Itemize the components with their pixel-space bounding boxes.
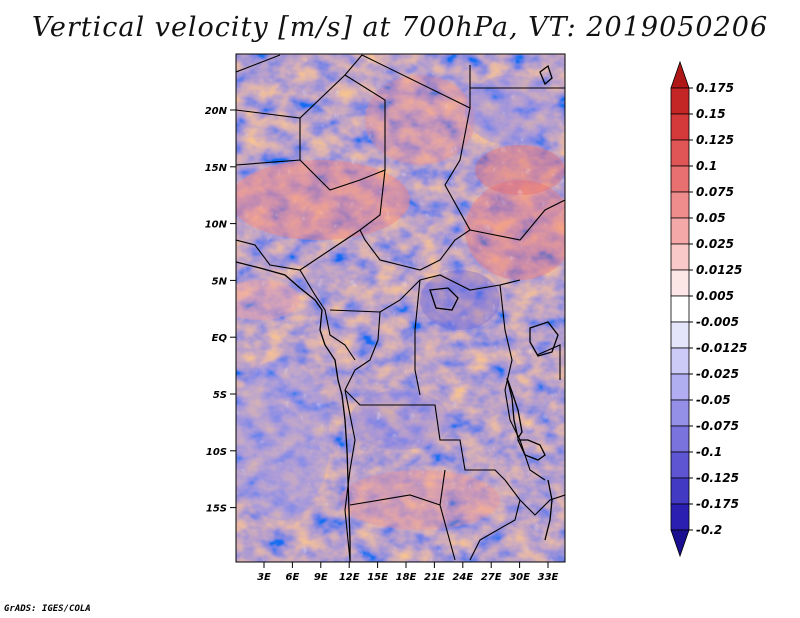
lon-label: 27E <box>481 572 502 583</box>
footer-credit: GrADS: IGES/COLA <box>4 604 91 614</box>
colorbar-label: -0.005 <box>696 315 739 329</box>
colorbar-label: -0.2 <box>696 523 722 537</box>
colorbar-label: -0.125 <box>696 471 739 485</box>
colorbar-label: 0.005 <box>696 289 734 303</box>
colorbar-label: -0.075 <box>696 419 739 433</box>
colorbar-band <box>670 165 690 193</box>
colorbar-label: -0.175 <box>696 497 739 511</box>
colorbar-label: 0.175 <box>696 81 734 95</box>
colorbar-label: 0.125 <box>696 133 734 147</box>
lat-label: 10S <box>206 447 227 458</box>
colorbar-label: 0.05 <box>696 211 726 225</box>
latitude-axis: 20N 15N 10N 5N EQ 5S 10S 15S <box>205 106 236 515</box>
colorbar-label: 0.1 <box>696 159 717 173</box>
lon-label: 33E <box>538 572 559 583</box>
velocity-field <box>236 54 565 562</box>
coastlines <box>236 64 559 562</box>
lon-label: 18E <box>396 572 417 583</box>
colorbar-band <box>670 269 690 297</box>
lon-label: 12E <box>339 572 360 583</box>
colorbar-label: -0.0125 <box>696 341 747 355</box>
colorbar-band <box>670 243 690 271</box>
lon-label: 30E <box>509 572 530 583</box>
lat-label: 10N <box>205 220 228 231</box>
country-borders <box>236 54 565 561</box>
colorbar-band <box>670 399 690 427</box>
colorbar-band <box>670 503 690 531</box>
lat-label: 15S <box>206 504 227 515</box>
lon-label: 15E <box>367 572 388 583</box>
longitude-axis: 3E 6E 9E 12E 15E 18E 21E 24E 27E 30E 33E <box>257 562 559 583</box>
map-frame <box>235 53 566 563</box>
colorbar-band <box>670 60 690 89</box>
lon-label: 21E <box>424 572 445 583</box>
colorbar-band <box>670 139 690 167</box>
colorbar-band <box>670 529 690 558</box>
lon-label: 24E <box>452 572 473 583</box>
colorbar-band <box>670 217 690 245</box>
colorbar-band <box>670 87 690 115</box>
lat-label: 5N <box>212 276 228 287</box>
lat-label: 15N <box>205 163 228 174</box>
colorbar-band <box>670 347 690 375</box>
colorbar-band <box>670 373 690 401</box>
colorbar-band <box>670 477 690 505</box>
lon-label: 3E <box>257 572 271 583</box>
colorbar-band <box>670 295 690 323</box>
colorbar-band <box>670 451 690 479</box>
colorbar-band <box>670 191 690 219</box>
colorbar-band <box>670 321 690 349</box>
colorbar-label: 0.0125 <box>696 263 742 277</box>
colorbar-label: 0.075 <box>696 185 734 199</box>
lon-label: 6E <box>286 572 300 583</box>
colorbar-band <box>670 425 690 453</box>
lat-label: 20N <box>205 106 228 117</box>
colorbar-label: 0.025 <box>696 237 734 251</box>
lon-label: 9E <box>314 572 328 583</box>
colorbar-label: 0.15 <box>696 107 726 121</box>
lat-label: 5S <box>213 390 227 401</box>
lat-label: EQ <box>212 333 228 344</box>
colorbar-label: -0.025 <box>696 367 739 381</box>
colorbar-label: -0.05 <box>696 393 731 407</box>
plot-title: Vertical velocity [m/s] at 700hPa, VT: 2… <box>31 12 769 43</box>
colorbar-label: -0.1 <box>696 445 722 459</box>
colorbar-band <box>670 113 690 141</box>
colorbar: 0.175 0.15 0.125 0.1 0.075 0.05 0.025 0.0125 0.0… <box>670 60 747 558</box>
